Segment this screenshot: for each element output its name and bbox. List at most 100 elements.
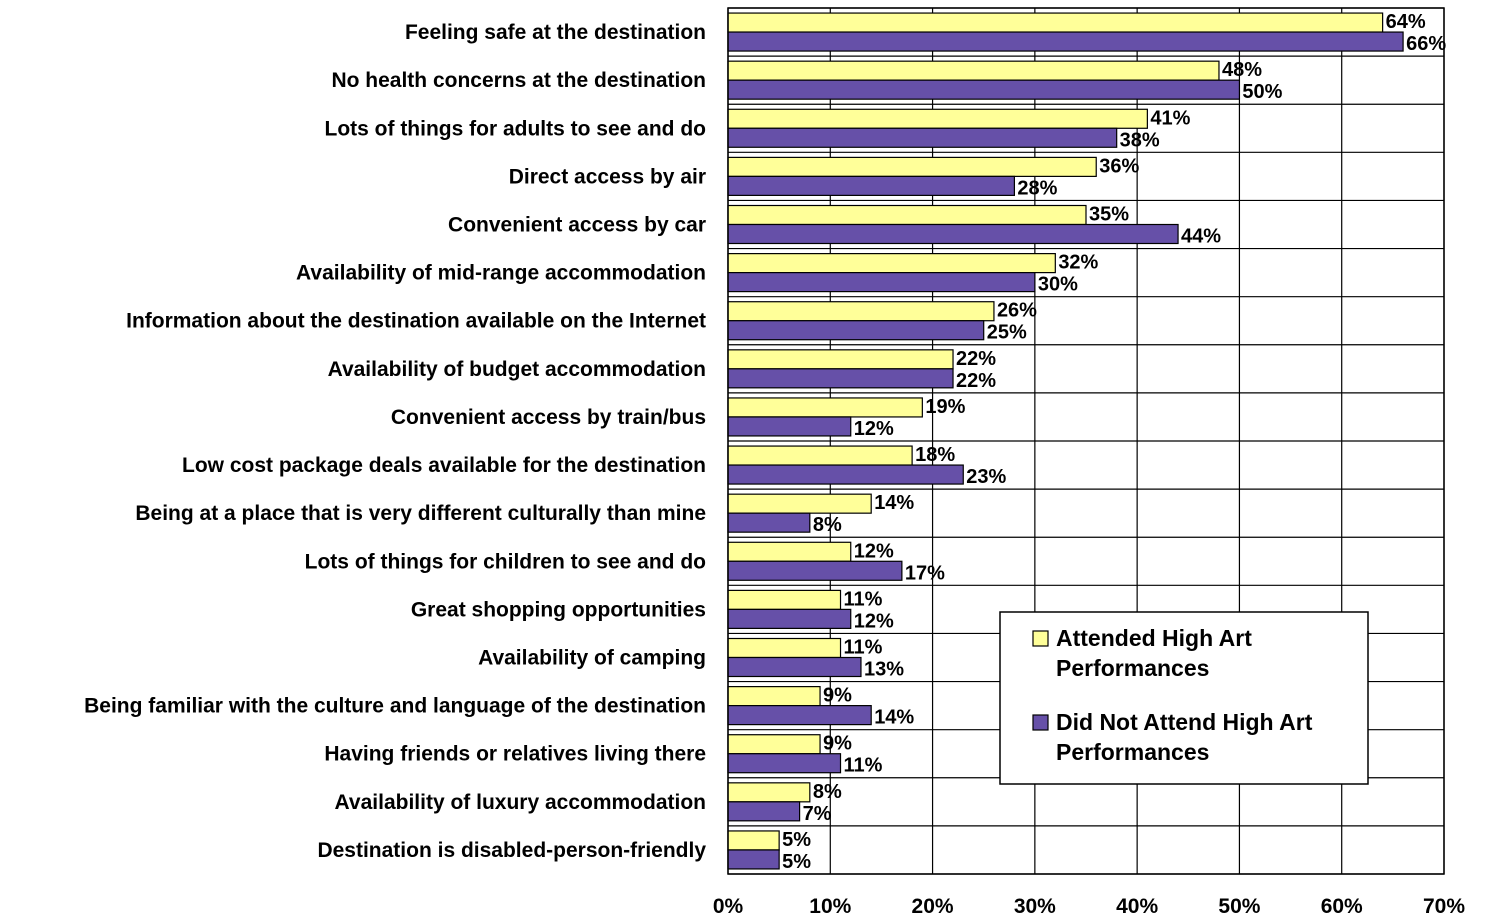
category-label: Destination is disabled-person-friendly bbox=[317, 839, 706, 862]
data-label: 36% bbox=[1099, 155, 1139, 177]
data-label: 9% bbox=[823, 733, 852, 755]
bar-attended bbox=[727, 589, 842, 610]
bar-attended bbox=[727, 349, 954, 370]
data-label: 41% bbox=[1150, 107, 1190, 129]
data-label: 5% bbox=[782, 851, 811, 873]
bar-attended bbox=[727, 397, 923, 418]
category-label: Lots of things for children to see and d… bbox=[305, 550, 706, 573]
bar-attended bbox=[727, 493, 872, 514]
bar-attended bbox=[727, 782, 811, 803]
category-label: Low cost package deals available for the… bbox=[182, 454, 706, 477]
x-axis-ticks: 0% 10% 20% 30% 40% 50% 60% 70% bbox=[713, 895, 1466, 918]
bar-did-not-attend bbox=[727, 849, 780, 870]
data-label: 12% bbox=[854, 418, 894, 440]
category-label: Availability of camping bbox=[478, 647, 706, 670]
data-label: 11% bbox=[844, 588, 883, 610]
bar-attended bbox=[727, 830, 780, 851]
data-label: 35% bbox=[1089, 204, 1129, 226]
bar-did-not-attend bbox=[727, 464, 964, 485]
category-label: Information about the destination availa… bbox=[126, 310, 706, 333]
category-label: Lots of things for adults to see and do bbox=[325, 117, 707, 140]
bar-did-not-attend bbox=[727, 656, 862, 678]
legend: Attended High Art Performances Did Not Att… bbox=[999, 611, 1369, 785]
data-label: 14% bbox=[874, 492, 914, 514]
x-tick-label: 50% bbox=[1218, 895, 1260, 918]
x-tick-label: 30% bbox=[1014, 895, 1056, 918]
bar-attended bbox=[727, 204, 1087, 226]
data-label: 22% bbox=[956, 348, 996, 370]
bar-did-not-attend bbox=[727, 753, 842, 774]
data-label: 32% bbox=[1058, 252, 1098, 274]
bar-did-not-attend bbox=[727, 79, 1241, 100]
bar-attended bbox=[727, 60, 1220, 81]
category-label: Availability of mid-range accommodation bbox=[296, 262, 706, 285]
bar-did-not-attend bbox=[727, 320, 985, 341]
data-label: 7% bbox=[803, 803, 832, 825]
data-label: 11% bbox=[844, 637, 883, 659]
bar-did-not-attend bbox=[727, 127, 1118, 148]
category-label: Having friends or relatives living there bbox=[324, 743, 706, 766]
data-label: 11% bbox=[844, 755, 883, 777]
data-label: 38% bbox=[1120, 129, 1160, 151]
data-label: 25% bbox=[987, 322, 1027, 344]
category-label: Convenient access by car bbox=[448, 214, 706, 237]
category-label: Feeling safe at the destination bbox=[405, 21, 706, 44]
category-label: Great shopping opportunities bbox=[411, 598, 706, 621]
data-labels: 64%66%48%50%41%38%36%28%35%44%32%30%26%2… bbox=[782, 11, 1446, 873]
bar-did-not-attend bbox=[727, 416, 852, 437]
x-tick-label: 70% bbox=[1423, 895, 1465, 918]
data-label: 66% bbox=[1406, 33, 1446, 55]
plot-area-border bbox=[727, 7, 1445, 875]
x-tick-label: 10% bbox=[809, 895, 851, 918]
legend-box bbox=[999, 611, 1369, 785]
plot-frame bbox=[727, 7, 1445, 875]
category-label: Being at a place that is very different … bbox=[135, 502, 706, 525]
bar-attended bbox=[727, 253, 1056, 274]
x-tick-label: 40% bbox=[1116, 895, 1158, 918]
data-label: 44% bbox=[1181, 226, 1221, 248]
bar-attended bbox=[727, 108, 1148, 129]
category-label: No health concerns at the destination bbox=[331, 69, 706, 92]
data-label: 26% bbox=[997, 300, 1037, 322]
category-label: Availability of budget accommodation bbox=[328, 358, 706, 381]
bar-attended bbox=[727, 301, 995, 322]
data-label: 18% bbox=[915, 444, 955, 466]
data-label: 17% bbox=[905, 562, 945, 584]
bar-attended bbox=[727, 637, 842, 659]
legend-swatch-attended bbox=[1032, 630, 1049, 647]
category-label: Convenient access by train/bus bbox=[391, 406, 706, 429]
legend-label: Did Not Attend High Art Performances bbox=[1056, 709, 1313, 765]
data-label: 5% bbox=[782, 829, 811, 851]
category-label: Direct access by air bbox=[509, 165, 706, 188]
bar-attended bbox=[727, 445, 913, 466]
data-label: 22% bbox=[956, 370, 996, 392]
data-label: 19% bbox=[925, 396, 965, 418]
bar-attended bbox=[727, 156, 1097, 177]
bar-did-not-attend bbox=[727, 705, 872, 726]
data-label: 8% bbox=[813, 514, 842, 536]
bar-attended bbox=[727, 541, 852, 562]
data-label: 8% bbox=[813, 781, 842, 803]
data-label: 50% bbox=[1242, 81, 1282, 103]
data-label: 23% bbox=[966, 466, 1006, 488]
data-label: 13% bbox=[864, 659, 904, 681]
x-tick-label: 60% bbox=[1321, 895, 1363, 918]
category-label: Availability of luxury accommodation bbox=[335, 791, 706, 814]
category-labels: Feeling safe at the destination No health… bbox=[84, 21, 706, 862]
data-label: 12% bbox=[854, 540, 894, 562]
bar-did-not-attend bbox=[727, 608, 852, 629]
data-label: 30% bbox=[1038, 274, 1078, 296]
bar-did-not-attend bbox=[727, 272, 1036, 293]
data-label: 12% bbox=[854, 610, 894, 632]
legend-swatch-did-not-attend bbox=[1032, 714, 1049, 731]
bar-attended bbox=[727, 734, 821, 755]
bar-attended bbox=[727, 12, 1384, 33]
data-label: 28% bbox=[1017, 177, 1057, 199]
data-label: 48% bbox=[1222, 59, 1262, 81]
legend-label: Attended High Art Performances bbox=[1056, 625, 1252, 681]
data-label: 14% bbox=[874, 707, 914, 729]
bar-did-not-attend bbox=[727, 223, 1179, 245]
x-tick-label: 20% bbox=[912, 895, 954, 918]
